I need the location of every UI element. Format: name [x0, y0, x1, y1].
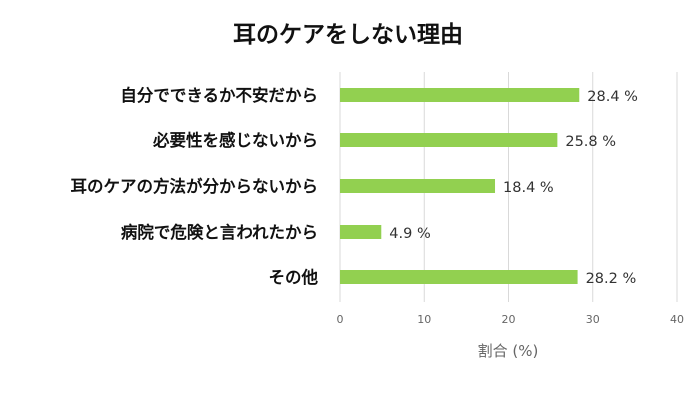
x-tick-label: 20	[502, 313, 516, 326]
data-label: 28.2 %	[586, 271, 637, 287]
category-label: その他	[269, 267, 319, 287]
bar	[340, 225, 382, 239]
chart-title: 耳のケアをしない理由	[233, 22, 463, 48]
data-label: 28.4 %	[587, 89, 638, 105]
x-tick-label: 0	[337, 313, 344, 326]
data-label: 4.9 %	[389, 226, 430, 242]
x-tick-label: 40	[670, 313, 684, 326]
category-label: 耳のケアの方法が分からないから	[71, 176, 319, 196]
x-tick-label: 10	[417, 313, 431, 326]
bar	[340, 88, 580, 102]
category-label: 病院で危険と言われたから	[121, 222, 318, 242]
bar	[340, 179, 496, 193]
category-label: 自分でできるか不安だから	[120, 85, 318, 105]
data-label: 18.4 %	[503, 180, 554, 196]
category-label: 必要性を感じないから	[152, 130, 318, 150]
data-label: 25.8 %	[565, 134, 616, 150]
x-axis-title: 割合 (%)	[478, 342, 539, 360]
bar	[340, 270, 578, 284]
bar	[340, 133, 558, 147]
x-tick-label: 30	[586, 313, 600, 326]
